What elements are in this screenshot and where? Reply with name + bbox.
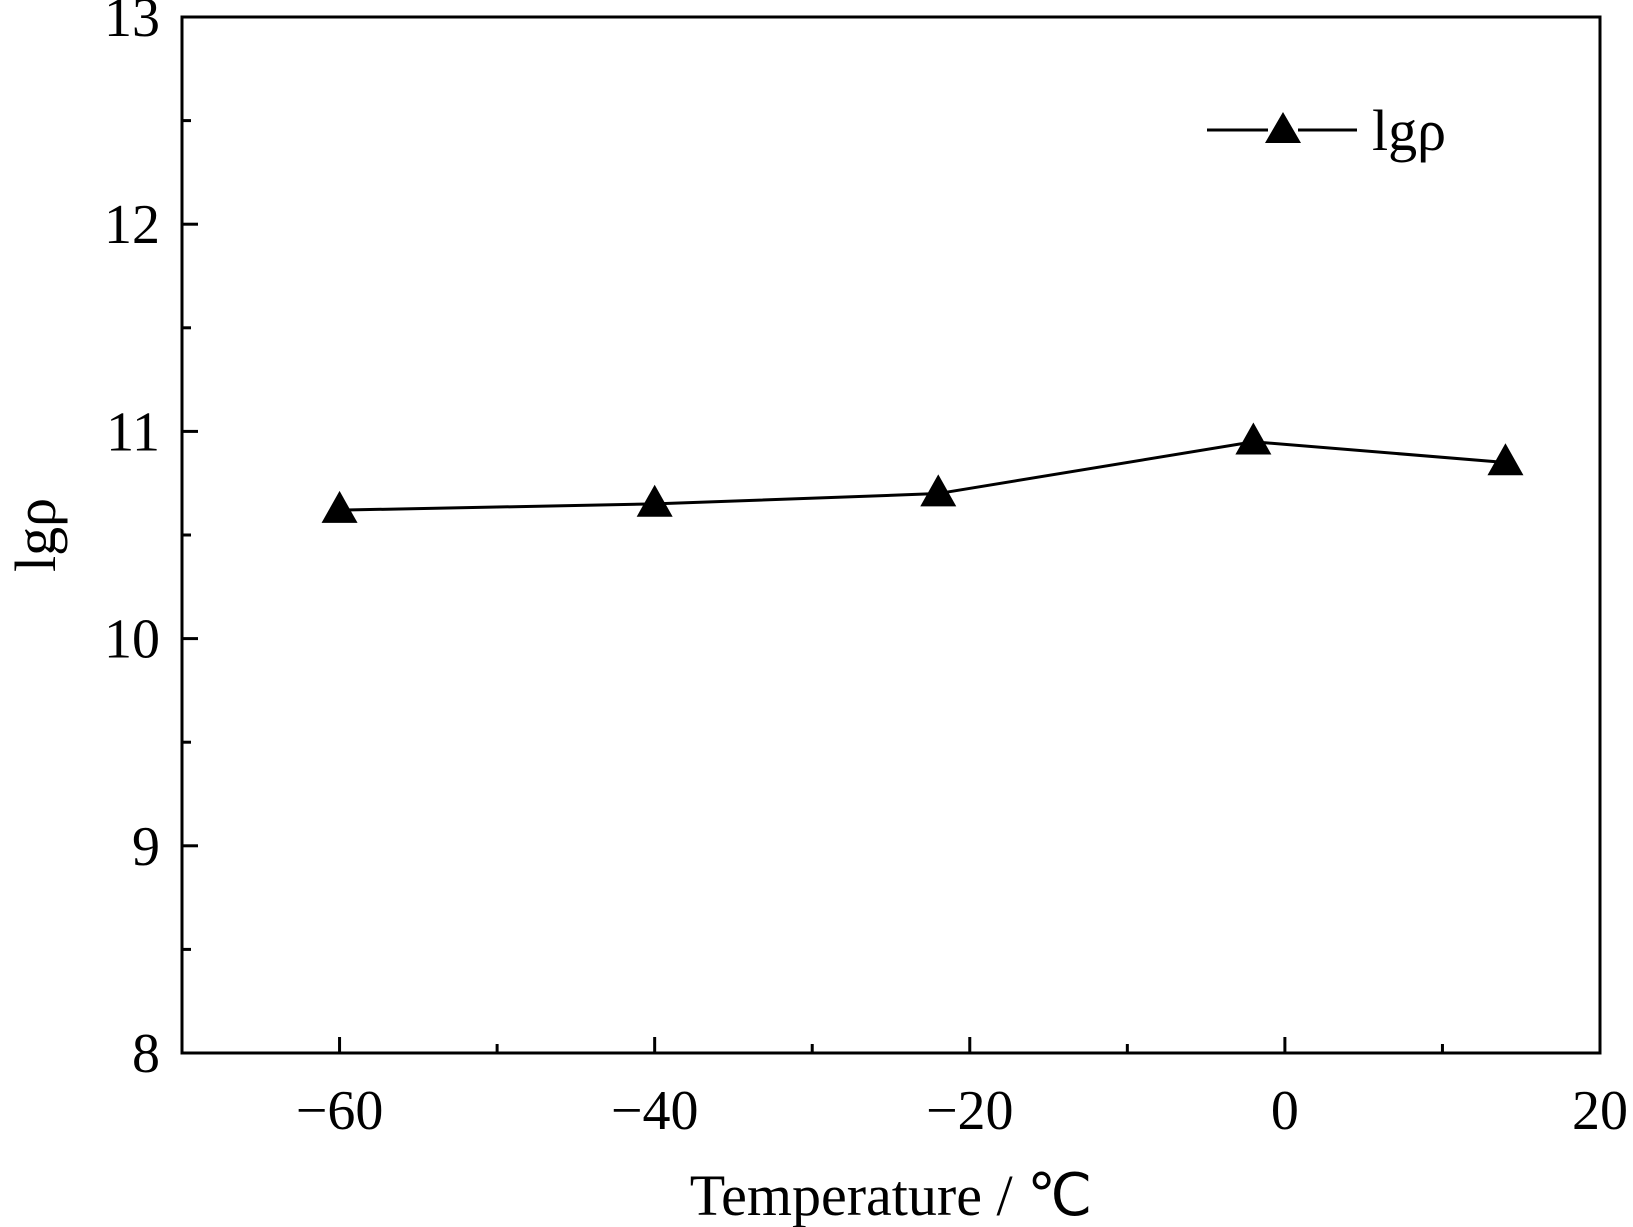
y-axis-title: lgρ [3, 498, 68, 572]
x-tick-label: −20 [926, 1080, 1014, 1142]
x-tick-label: −60 [296, 1080, 384, 1142]
legend: lgρ [1207, 98, 1446, 163]
data-point-triangle [1487, 443, 1524, 476]
y-tick-label: 8 [132, 1023, 160, 1085]
y-tick-label: 11 [106, 401, 160, 463]
x-axis-ticks: −60 −40 −20 0 20 [296, 1037, 1628, 1142]
x-tick-label: −40 [611, 1080, 699, 1142]
x-tick-label: 0 [1271, 1080, 1299, 1142]
y-tick-label: 13 [104, 0, 160, 49]
x-axis-title: Temperature / ℃ [690, 1163, 1092, 1227]
series-layer [321, 422, 1524, 523]
legend-triangle-marker [1265, 112, 1301, 143]
series-line [339, 440, 1506, 512]
x-tick-label: 20 [1572, 1080, 1628, 1142]
legend-label: lgρ [1372, 98, 1446, 163]
y-axis-ticks: 8 9 10 11 12 13 [104, 0, 198, 1085]
data-point-triangle [321, 490, 358, 523]
data-point-triangle [1235, 422, 1272, 455]
data-point-triangle [920, 474, 957, 507]
y-tick-label: 12 [104, 194, 160, 256]
plot-frame [180, 15, 1602, 1055]
y-tick-label: 10 [104, 609, 160, 671]
y-tick-label: 9 [132, 816, 160, 878]
data-point-triangle [636, 484, 673, 517]
